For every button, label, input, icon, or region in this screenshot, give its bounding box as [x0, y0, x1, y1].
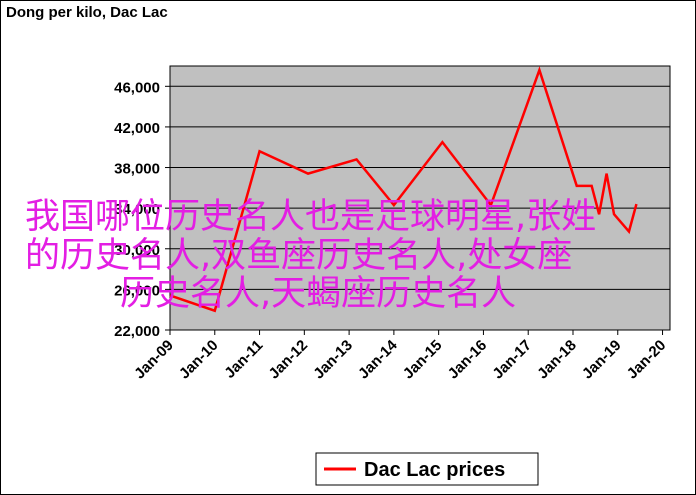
- y-tick-label: 42,000: [114, 120, 160, 137]
- y-tick-label: 30,000: [114, 242, 160, 259]
- y-tick-label: 34,000: [114, 201, 160, 218]
- y-tick-label: 46,000: [114, 79, 160, 96]
- y-tick-label: 22,000: [114, 323, 160, 340]
- legend-label: Dac Lac prices: [364, 459, 505, 481]
- plot-area: [169, 65, 671, 331]
- overlay-text: 历史名人,天蝎座历史名人: [120, 274, 516, 314]
- overlay-text: 的历史名人,双鱼座历史名人,处女座: [25, 236, 572, 276]
- overlay-text: 我国哪位历史名人也是足球明星,张姓: [25, 197, 596, 237]
- chart-title: Dong per kilo, Dac Lac: [6, 4, 168, 21]
- y-tick-label: 38,000: [114, 161, 160, 178]
- y-tick-label: 26,000: [114, 282, 160, 299]
- data-line: [169, 66, 638, 313]
